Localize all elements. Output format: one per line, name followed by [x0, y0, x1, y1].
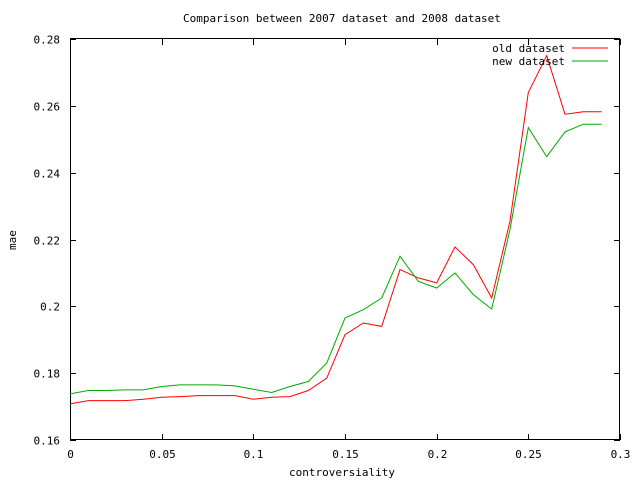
x-axis-label: controversiality — [289, 466, 395, 479]
series-line-new-dataset — [69, 123, 602, 395]
y-axis-ticks: 0.16 0.18 0.2 0.22 0.24 0.26 0.28 — [34, 34, 620, 448]
legend-label: old dataset — [492, 42, 565, 55]
y-axis-label: mae — [6, 230, 19, 250]
x-tick-label: 0.25 — [515, 448, 542, 461]
x-tick-label: 0.15 — [332, 448, 359, 461]
x-tick-label: 0.3 — [611, 448, 631, 461]
series-line-old-dataset — [69, 54, 602, 405]
x-tick-label: 0.2 — [428, 448, 448, 461]
series-layer — [69, 54, 602, 405]
y-tick-label: 0.28 — [34, 34, 61, 47]
x-tick-label: 0.1 — [244, 448, 264, 461]
y-tick-label: 0.16 — [34, 435, 61, 448]
chart-title: Comparison between 2007 dataset and 2008… — [183, 12, 501, 25]
x-tick-label: 0 — [67, 448, 74, 461]
legend-label: new dataset — [492, 55, 565, 68]
y-tick-label: 0.24 — [34, 168, 61, 181]
y-tick-label: 0.26 — [34, 101, 61, 114]
x-axis-ticks: 0 0.05 0.1 0.15 0.2 0.25 0.3 — [67, 39, 630, 461]
y-tick-label: 0.2 — [40, 301, 60, 314]
x-tick-label: 0.05 — [149, 448, 176, 461]
y-tick-label: 0.18 — [34, 368, 61, 381]
plot-frame — [70, 38, 620, 440]
y-tick-label: 0.22 — [34, 235, 61, 248]
